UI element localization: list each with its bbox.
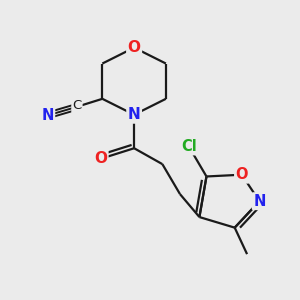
- Text: O: O: [236, 167, 248, 182]
- Text: O: O: [94, 151, 107, 166]
- Text: N: N: [253, 194, 266, 209]
- Text: O: O: [128, 40, 141, 55]
- Text: N: N: [128, 107, 140, 122]
- Text: Cl: Cl: [181, 139, 197, 154]
- Text: N: N: [41, 108, 54, 123]
- Text: C: C: [72, 99, 82, 112]
